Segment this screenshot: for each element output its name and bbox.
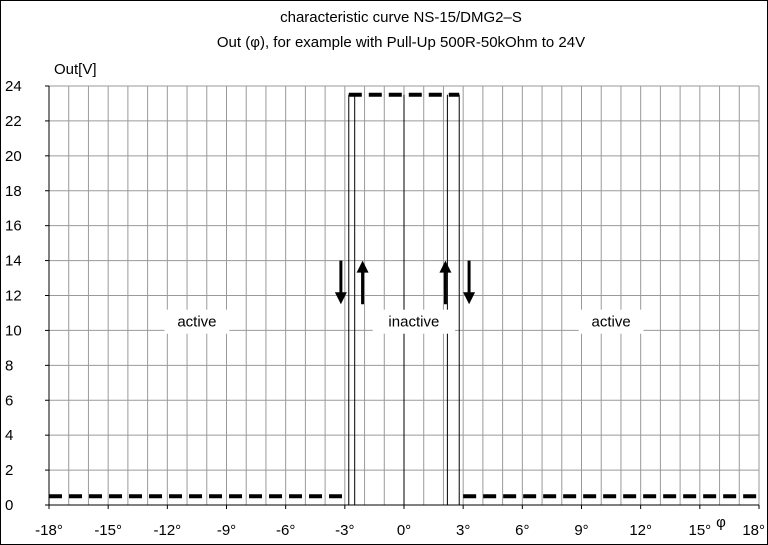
annotation-label: active xyxy=(591,314,630,331)
x-tick-label: -6° xyxy=(276,522,295,539)
hysteresis-arrow-head xyxy=(356,260,369,273)
chart-title: characteristic curve NS-15/DMG2–S xyxy=(280,9,522,26)
y-axis-label: Out[V] xyxy=(54,61,97,78)
annotation-background xyxy=(372,309,456,334)
annotation-label: inactive xyxy=(388,314,439,331)
x-tick-label: 9° xyxy=(574,522,588,539)
y-tick-label: 14 xyxy=(5,253,22,270)
annotation-background xyxy=(164,309,230,334)
chart-subtitle: Out (φ), for example with Pull-Up 500R-5… xyxy=(217,34,585,51)
annotations: active inactive active xyxy=(164,309,644,334)
x-tick-label: 3° xyxy=(456,522,470,539)
annotation-label: active xyxy=(177,314,216,331)
x-axis-label: φ xyxy=(716,514,726,531)
x-tick-label: 18° xyxy=(742,522,765,539)
y-tick-label: 0 xyxy=(5,497,13,514)
hysteresis-arrow-head xyxy=(463,292,476,305)
y-tick-label: 6 xyxy=(5,392,13,409)
y-tick-label: 20 xyxy=(5,148,22,165)
x-tick-label: -15° xyxy=(94,522,122,539)
y-tick-label: 22 xyxy=(5,113,22,130)
y-tick-label: 8 xyxy=(5,357,13,374)
arrows xyxy=(334,260,476,305)
x-tick-label: -3° xyxy=(335,522,354,539)
x-tick-label: -18° xyxy=(35,522,63,539)
y-tick-label: 12 xyxy=(5,288,22,305)
y-tick-label: 18 xyxy=(5,183,22,200)
x-tick-label: 6° xyxy=(515,522,529,539)
curve xyxy=(49,92,759,505)
axes xyxy=(45,85,760,509)
y-tick-label: 10 xyxy=(5,322,22,339)
x-tick-label: 0° xyxy=(397,522,411,539)
y-tick-label: 4 xyxy=(5,427,13,444)
x-tick-label: 15° xyxy=(688,522,711,539)
annotation-background xyxy=(578,309,644,334)
y-tick-label: 16 xyxy=(5,218,22,235)
x-tick-label: -9° xyxy=(217,522,236,539)
y-tick-label: 2 xyxy=(5,462,13,479)
x-tick-label: -12° xyxy=(153,522,181,539)
hysteresis-arrow-head xyxy=(334,292,347,305)
y-tick-label: 24 xyxy=(5,78,22,95)
x-tick-label: 12° xyxy=(629,522,652,539)
hysteresis-arrow-head xyxy=(439,260,452,273)
